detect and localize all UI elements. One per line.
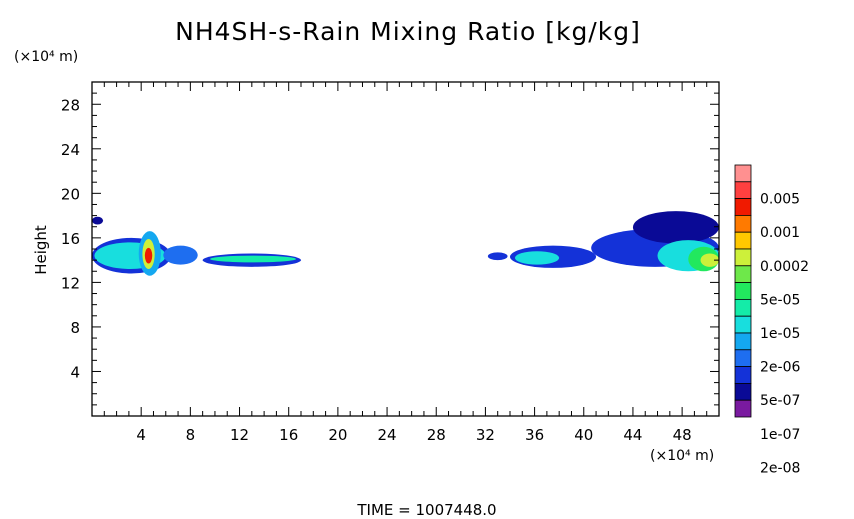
colorbar-swatch	[734, 265, 752, 283]
colorbar-swatch	[734, 349, 752, 367]
x-tick-label: 32	[476, 426, 495, 444]
colorbar-swatch	[734, 282, 752, 300]
y-tick-label: 4	[70, 363, 80, 381]
data-region-6	[163, 245, 198, 265]
colorbar-label: 5e-05	[760, 292, 800, 308]
x-tick-label: 16	[279, 426, 298, 444]
data-region-0	[92, 216, 104, 225]
colorbar-swatch	[734, 315, 752, 334]
colorbar-labels: 0.005 0.001 0.0002 5e-05 1e-05 2e-06 5e-07 1e-0…	[760, 192, 809, 477]
y-tick-label: 28	[61, 96, 80, 114]
y-tick-labels: 4 8 12 16 20 24 28	[61, 96, 80, 381]
colorbar-swatch	[734, 198, 752, 216]
data-region-11	[514, 251, 560, 265]
x-tick-label: 24	[378, 426, 397, 444]
x-tick-label: 36	[525, 426, 544, 444]
y-axis-unit: (×10⁴ m)	[14, 49, 78, 65]
x-tick-labels: 4 8 12 16 20 24 28 32 36 40 44 48	[136, 426, 691, 444]
colorbar-label: 0.005	[760, 192, 800, 208]
colorbar-swatch	[734, 181, 752, 200]
data-region-13	[632, 211, 719, 244]
colorbar-label: 5e-07	[760, 393, 800, 409]
y-tick-label: 12	[61, 274, 80, 292]
colorbar-swatch	[734, 214, 752, 233]
data-region-8	[210, 255, 297, 263]
y-tick-label: 24	[61, 141, 80, 159]
colorbar-swatch	[734, 332, 752, 351]
colorbar-label: 0.001	[760, 225, 800, 241]
y-axis-label: Height	[32, 225, 50, 275]
axis-ticks	[92, 82, 719, 416]
x-tick-label: 20	[328, 426, 347, 444]
x-tick-label: 40	[574, 426, 593, 444]
colorbar-swatch	[734, 298, 752, 317]
colorbar-label: 2e-06	[760, 360, 800, 376]
x-tick-label: 28	[427, 426, 446, 444]
y-tick-label: 20	[61, 185, 80, 203]
colorbar-label: 1e-07	[760, 427, 800, 443]
x-tick-label: 48	[673, 426, 692, 444]
colorbar	[734, 164, 752, 418]
y-tick-label: 16	[61, 230, 80, 248]
colorbar-label: 0.0002	[760, 259, 809, 275]
colorbar-label: 1e-05	[760, 326, 800, 342]
x-axis-unit: (×10⁴ m)	[650, 448, 714, 464]
colorbar-swatch	[734, 248, 752, 267]
data-field	[92, 211, 720, 276]
x-tick-label: 4	[136, 426, 146, 444]
chart-title: NH4SH-s-Rain Mixing Ratio [kg/kg]	[175, 17, 641, 46]
data-region-16	[700, 253, 719, 267]
data-region-5	[144, 247, 153, 264]
time-label: TIME = 1007448.0	[356, 501, 496, 519]
colorbar-swatch	[734, 366, 752, 384]
colorbar-label: 2e-08	[760, 460, 800, 476]
colorbar-swatch	[734, 382, 752, 401]
y-tick-label: 8	[70, 319, 80, 337]
x-tick-label: 12	[230, 426, 249, 444]
x-tick-label: 8	[186, 426, 196, 444]
data-region-9	[487, 252, 508, 261]
colorbar-swatch	[734, 399, 752, 418]
colorbar-swatch	[734, 164, 752, 183]
x-tick-label: 44	[623, 426, 642, 444]
colorbar-swatch	[734, 231, 752, 250]
